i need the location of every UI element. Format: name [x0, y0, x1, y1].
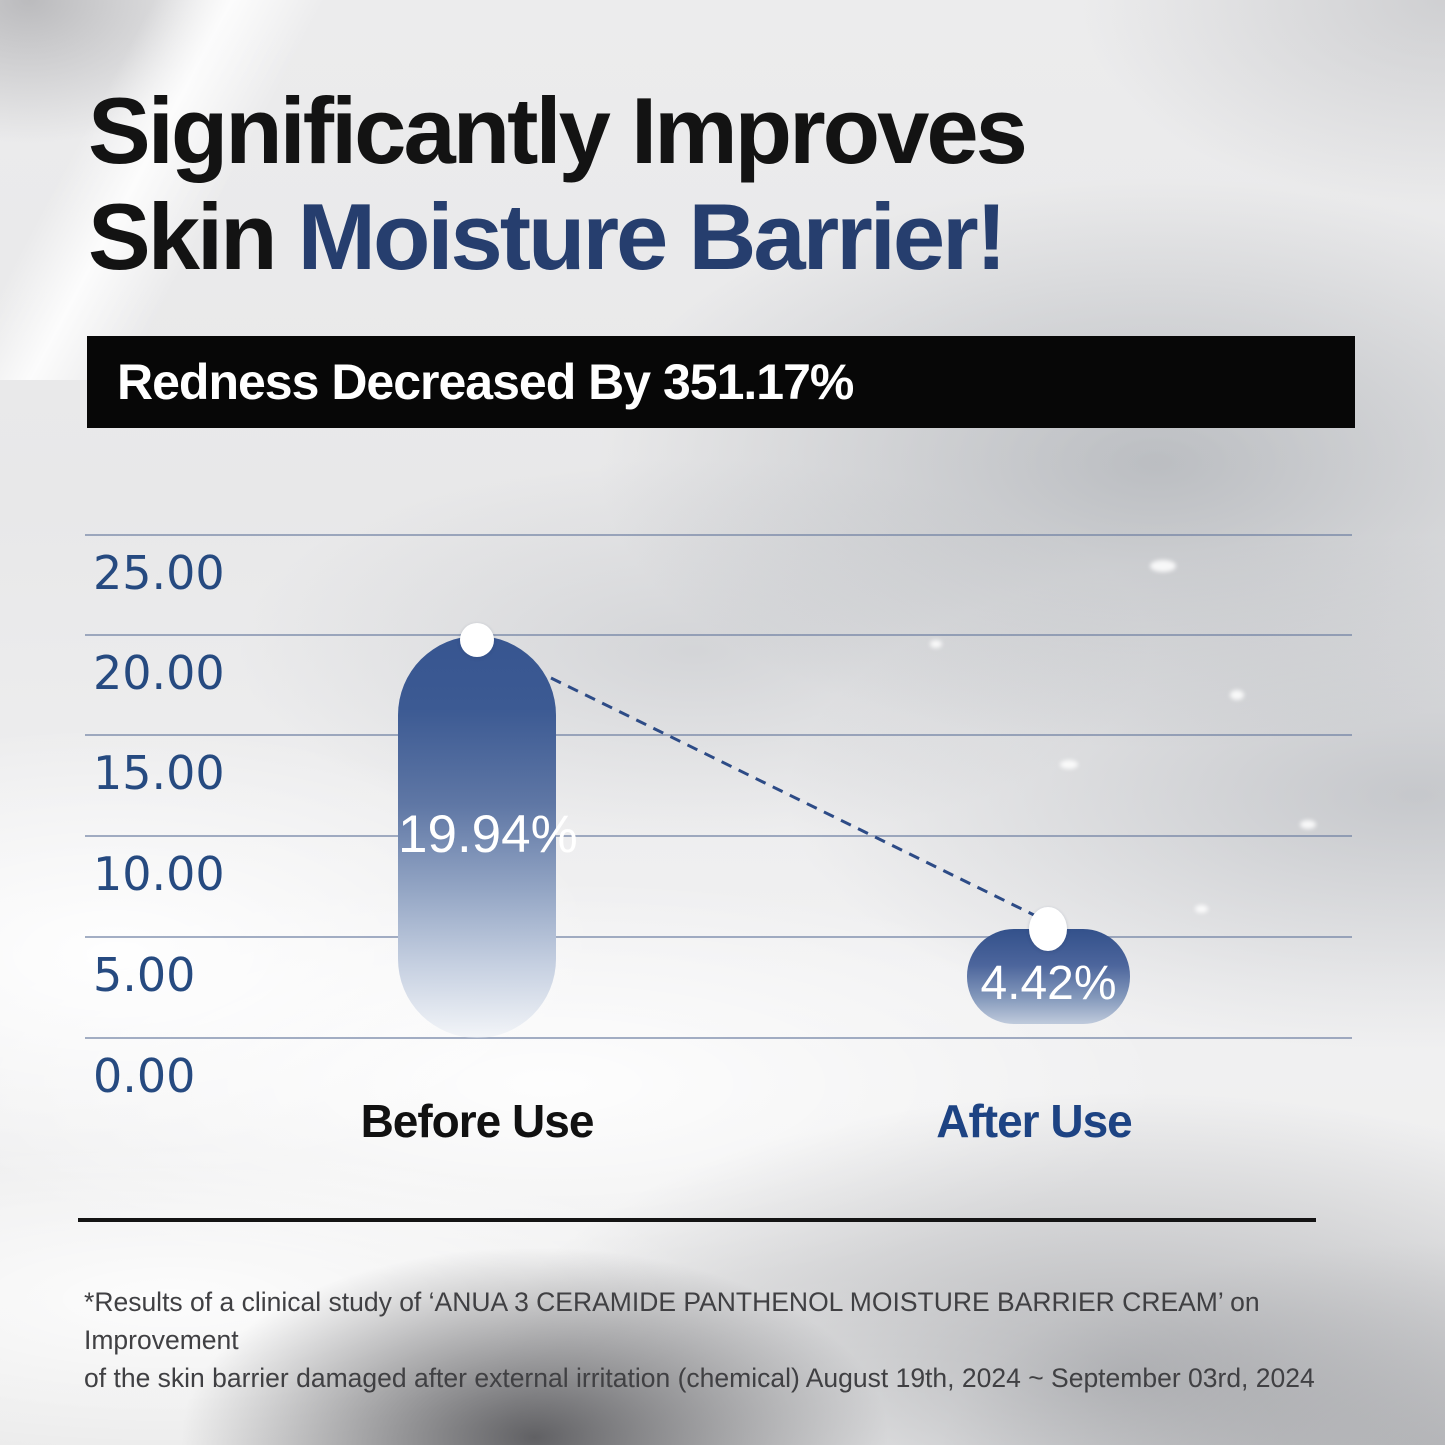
page-title-line1: Significantly Improves: [88, 78, 1028, 183]
page-title-line2-blue: Moisture Barrier!: [297, 184, 1007, 289]
y-axis-tick: 5.00: [93, 948, 196, 1002]
x-axis-label-before-use: Before Use: [360, 1095, 595, 1147]
headline-banner: Redness Decreased By 351.17%: [87, 336, 1355, 428]
data-point-marker-before: [460, 623, 494, 657]
page-title-line2: Skin Moisture Barrier!: [88, 184, 1025, 290]
gridline-10: [85, 835, 1352, 837]
y-axis-tick: 0.00: [93, 1049, 196, 1103]
cream-droplet: [1300, 820, 1316, 829]
gridline-20: [85, 634, 1352, 636]
gridline-15: [85, 734, 1352, 736]
y-axis-tick: 15.00: [93, 746, 225, 800]
y-axis-tick: 25.00: [93, 546, 225, 600]
cream-droplet: [930, 640, 942, 648]
footnote-line2: of the skin barrier damaged after extern…: [84, 1363, 1315, 1393]
y-axis-tick: 10.00: [93, 847, 225, 901]
bar-before-use: [398, 636, 556, 1038]
footer-divider-line: [78, 1218, 1316, 1222]
y-axis-tick: 20.00: [93, 646, 225, 700]
headline-banner-text: Redness Decreased By 351.17%: [117, 354, 854, 410]
gridline-25: [85, 534, 1352, 536]
page-title-line2-black: Skin: [88, 184, 298, 289]
page-title: Significantly Improves Skin Moisture Bar…: [88, 78, 1028, 290]
cream-droplet: [1230, 690, 1244, 700]
gridline-0: [85, 1037, 1352, 1039]
footnote-line1: *Results of a clinical study of ‘ANUA 3 …: [84, 1287, 1260, 1355]
cream-droplet: [1150, 560, 1176, 572]
cream-droplet: [1060, 760, 1078, 769]
x-axis-label-after-use: After Use: [936, 1095, 1133, 1147]
value-label-before: 19.94%: [398, 805, 578, 864]
value-label-after: 4.42%: [980, 957, 1117, 1010]
data-point-marker-after: [1029, 907, 1067, 951]
gridline-5: [85, 936, 1352, 938]
footnote: *Results of a clinical study of ‘ANUA 3 …: [84, 1283, 1384, 1397]
cream-droplet: [1195, 905, 1208, 913]
